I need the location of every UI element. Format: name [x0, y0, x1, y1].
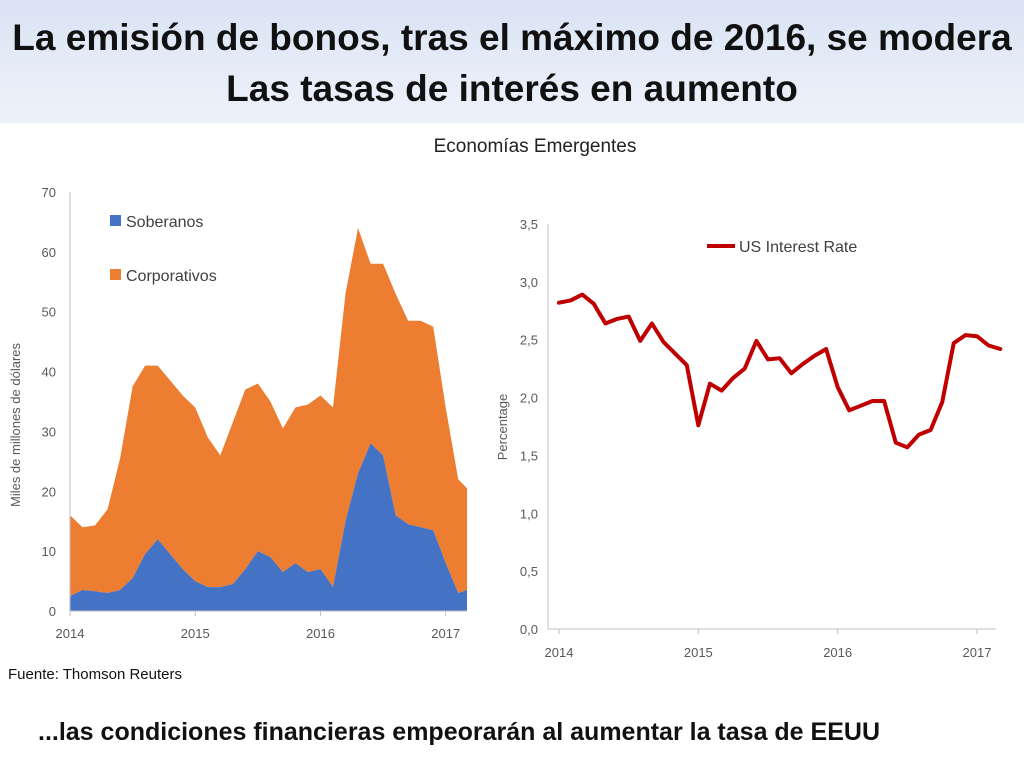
soberanos-area	[70, 443, 467, 611]
x-tick-label: 2017	[431, 626, 460, 641]
y-tick-label: 0	[49, 604, 56, 619]
page-subtitle: Las tasas de interés en aumento	[226, 68, 798, 109]
x-tick-label: 2014	[545, 645, 574, 660]
y-tick-label: 10	[42, 544, 56, 559]
section-subtitle: Economías Emergentes	[433, 136, 637, 157]
page-title: La emisión de bonos, tras el máximo de 2…	[12, 17, 1012, 58]
corporativos-area	[70, 227, 467, 597]
footer-statement: ...las condiciones financieras empeorará…	[38, 718, 880, 746]
y-tick-label: 1,5	[520, 448, 538, 463]
y-axis-title: Miles de millones de dólares	[8, 342, 23, 507]
x-tick-label: 2017	[963, 645, 992, 660]
y-tick-label: 1,0	[520, 506, 538, 521]
source-note: Fuente: Thomson Reuters	[8, 666, 182, 683]
x-tick-label: 2016	[823, 645, 852, 660]
y-axis-title: Percentage	[495, 394, 510, 461]
y-tick-label: 60	[42, 245, 56, 260]
x-tick-label: 2015	[181, 626, 210, 641]
y-tick-label: 50	[42, 305, 56, 320]
x-tick-label: 2015	[684, 645, 713, 660]
y-tick-label: 3,5	[520, 217, 538, 232]
us-interest-rate-line	[557, 292, 1003, 450]
y-tick-label: 2,5	[520, 333, 538, 348]
y-tick-label: 0,0	[520, 622, 538, 637]
legend-label-soberanos: Soberanos	[126, 214, 203, 231]
y-tick-label: 0,5	[520, 564, 538, 579]
y-tick-label: 2,0	[520, 391, 538, 406]
y-tick-label: 3,0	[520, 275, 538, 290]
legend-label-corporativos: Corporativos	[126, 268, 217, 285]
legend-swatch-corporativos	[110, 269, 121, 280]
y-tick-label: 40	[42, 365, 56, 380]
x-tick-label: 2014	[56, 626, 85, 641]
legend-label-us-interest-rate: US Interest Rate	[739, 239, 857, 256]
y-tick-label: 30	[42, 424, 56, 439]
title-banner	[0, 0, 1024, 123]
legend-swatch-soberanos	[110, 215, 121, 226]
y-tick-label: 70	[42, 185, 56, 200]
x-tick-label: 2016	[306, 626, 335, 641]
us-interest-rate-chart: 0,0 0,5 1,0 1,5 2,0 2,5 3,0 3,5 2014 2015 2016 2017…	[495, 217, 1003, 660]
bond-issuance-chart: 0 10 20 30 40 50 60 70 2014 2015 2016 2017 Miles de …	[8, 185, 467, 641]
y-tick-label: 20	[42, 484, 56, 499]
